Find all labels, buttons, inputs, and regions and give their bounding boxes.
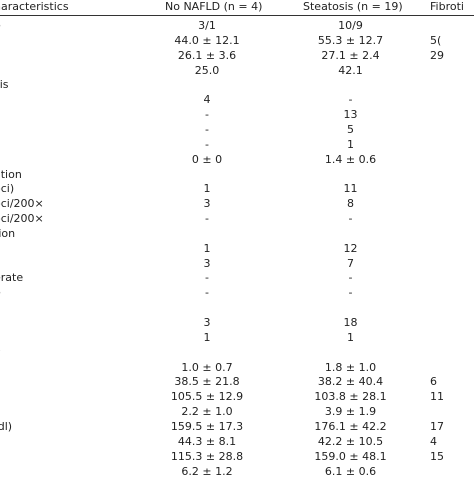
table-cell: 4	[203, 93, 211, 106]
table-cell: -	[205, 123, 209, 136]
table-cell: 2.2 ± 1.0	[181, 405, 233, 418]
table-cell: 25.0	[194, 64, 220, 77]
table-cell: 3	[203, 197, 211, 210]
table-cell: 38.5 ± 21.8	[174, 375, 240, 388]
row-label: sis	[0, 78, 9, 91]
table-cell: 1	[203, 331, 211, 344]
table-cell: 6.2 ± 1.2	[181, 465, 233, 478]
table-cell: 10/9	[338, 19, 363, 32]
header-steatosis: Steatosis (n = 19)	[303, 0, 403, 13]
table-cell: -	[205, 271, 209, 284]
header-no-nafld: No NAFLD (n = 4)	[165, 0, 263, 13]
table-cell: 5	[347, 123, 354, 136]
table-cell: -	[205, 212, 209, 225]
table-cell: 3	[203, 257, 211, 270]
table-cell: 3.9 ± 1.9	[324, 405, 377, 418]
table-cell: -	[205, 108, 209, 121]
table-cell: -	[348, 93, 353, 106]
header-characteristics: haracteristics	[0, 0, 69, 13]
table-cell: 1	[347, 138, 354, 151]
table-cell: 3/1	[198, 19, 216, 32]
row-label: oci)	[0, 182, 15, 195]
table-cell: 6	[430, 375, 437, 388]
table-cell: 4	[430, 435, 437, 448]
table-cell: 103.8 ± 28.1	[314, 390, 387, 403]
table-cell: 1.0 ± 0.7	[181, 361, 233, 374]
table-cell: -	[348, 286, 353, 299]
row-label: e	[0, 286, 1, 299]
table-cell: 0 ± 0	[191, 153, 223, 166]
table-cell: 18	[343, 316, 358, 329]
row-label: tion	[0, 227, 16, 240]
header-fibrosis: Fibroti	[430, 0, 464, 13]
row-label: oci/200×	[0, 212, 44, 225]
table-cell: 55.3 ± 12.7	[317, 34, 384, 47]
table-cell: 115.3 ± 28.8	[170, 450, 244, 463]
row-label: ation	[0, 168, 22, 181]
row-label: e	[0, 19, 1, 32]
table-cell: 159.0 ± 48.1	[314, 450, 387, 463]
row-label: /dl)	[0, 420, 13, 433]
table-cell: -	[205, 138, 209, 151]
table-cell: 8	[347, 197, 354, 210]
table-cell: 7	[347, 257, 354, 270]
row-label: y	[0, 346, 1, 359]
table-cell: 1.4 ± 0.6	[324, 153, 377, 166]
row-label: oci/200×	[0, 197, 44, 210]
table-cell: 42.2 ± 10.5	[317, 435, 384, 448]
table-cell: 44.3 ± 8.1	[177, 435, 237, 448]
table-cell: 5(	[430, 34, 442, 47]
table-cell: 29	[430, 49, 444, 62]
table-cell: 1.8 ± 1.0	[324, 361, 377, 374]
table-cell: 12	[343, 242, 358, 255]
table-cell: 159.5 ± 17.3	[170, 420, 244, 433]
table-cell: 1	[203, 242, 211, 255]
table-cell: 26.1 ± 3.6	[177, 49, 237, 62]
table-cell: 11	[343, 182, 358, 195]
table-cell: 42.1	[338, 64, 363, 77]
table-cell: -	[348, 212, 353, 225]
table-cell: 1	[347, 331, 354, 344]
table-cell: 15	[430, 450, 444, 463]
table-cell: 38.2 ± 40.4	[317, 375, 384, 388]
table-cell: 17	[430, 420, 444, 433]
row-label: erate	[0, 271, 24, 284]
table-cell: 11	[430, 390, 444, 403]
table-cell: -	[205, 286, 209, 299]
table-cell: 44.0 ± 12.1	[174, 34, 240, 47]
table-cell: 1	[203, 182, 211, 195]
header-rule	[0, 15, 474, 16]
table-cell: 6.1 ± 0.6	[324, 465, 377, 478]
table-cell: 27.1 ± 2.4	[321, 49, 380, 62]
table-cell: -	[348, 271, 353, 284]
table-cell: 105.5 ± 12.9	[170, 390, 244, 403]
table-cell: 176.1 ± 42.2	[314, 420, 387, 433]
table-cell: 3	[203, 316, 211, 329]
table-cell: 13	[343, 108, 358, 121]
